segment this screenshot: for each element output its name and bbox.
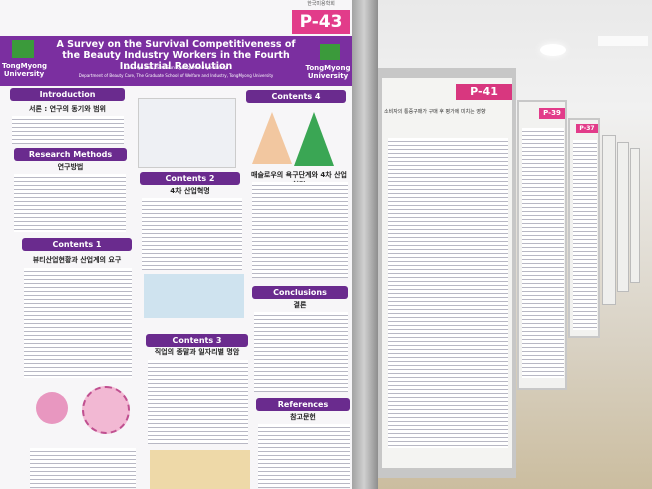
section-header: Research Methods <box>14 148 127 161</box>
poster: P-37 <box>568 118 600 338</box>
logo <box>12 40 34 58</box>
body-text <box>254 312 348 392</box>
poster-number: P-41 <box>456 84 512 100</box>
section-subtitle: 연구방법 <box>57 163 84 171</box>
poster: P-41 소비자의 통증구매가 구매 후 평가에 미치는 영향 <box>382 78 512 468</box>
poster-text <box>522 128 564 378</box>
title-bar: TongMyong University TongMyong Universit… <box>0 36 352 86</box>
section-header: References <box>256 398 350 411</box>
poster-number: P-37 <box>576 124 598 133</box>
body-text <box>12 116 124 144</box>
poster <box>617 142 629 292</box>
body-text <box>24 268 132 378</box>
section-subtitle: 4차 산업혁명 <box>170 187 210 195</box>
section-header: Conclusions <box>252 286 348 299</box>
body-text <box>252 182 348 278</box>
authors: Lee Hye Ran, Sim Sun Kyung, Kim Hye Youn… <box>125 66 227 71</box>
poster-number: P-43 <box>292 10 350 34</box>
ceiling-light <box>540 44 566 56</box>
poster-text <box>388 138 508 448</box>
pyramid <box>294 112 334 166</box>
pyramid <box>252 112 292 164</box>
section-subtitle: 직업의 종말과 일자리별 명암 <box>154 348 240 356</box>
infographic <box>150 450 250 489</box>
section-header: Introduction <box>10 88 125 101</box>
body-text <box>142 198 242 270</box>
body-text <box>14 174 126 232</box>
section-header: Contents 2 <box>140 172 240 185</box>
infographic <box>144 274 244 318</box>
section-header: Contents 3 <box>146 334 248 347</box>
diagram-graphic <box>82 386 130 434</box>
poster-number: P-39 <box>539 108 565 119</box>
poster-text <box>573 140 597 330</box>
poster <box>602 135 616 305</box>
body-text <box>258 424 350 488</box>
diagram-graphic <box>138 98 236 168</box>
society: 한국미용학회 <box>307 1 335 7</box>
main-poster: 한국미용학회 P-43 TongMyong University TongMyo… <box>0 0 352 489</box>
body-text <box>30 448 136 488</box>
section-subtitle: 결론 <box>293 301 307 309</box>
ceiling-light <box>598 36 648 46</box>
section-header: Contents 1 <box>22 238 132 251</box>
logo <box>320 44 340 60</box>
body-text <box>148 360 248 444</box>
section-header: Contents 4 <box>246 90 346 103</box>
title: A Survey on the Survival Competitiveness… <box>56 39 296 72</box>
section-subtitle: 뷰티산업현황과 산업계의 요구 <box>32 256 122 264</box>
section-subtitle: 참고문헌 <box>290 413 316 421</box>
pie-graphic <box>36 392 68 424</box>
university: TongMyong University <box>2 62 47 78</box>
section-subtitle: 서론 : 연구의 동기와 범위 <box>29 105 106 113</box>
affiliation: Department of Beauty Care, The Graduate … <box>78 73 274 78</box>
poster-title: 소비자의 통증구매가 구매 후 평가에 미치는 영향 <box>384 109 486 115</box>
poster <box>630 148 640 283</box>
university: TongMyong University <box>305 64 351 80</box>
board-frame <box>350 0 378 489</box>
poster: P-39 <box>517 100 567 390</box>
